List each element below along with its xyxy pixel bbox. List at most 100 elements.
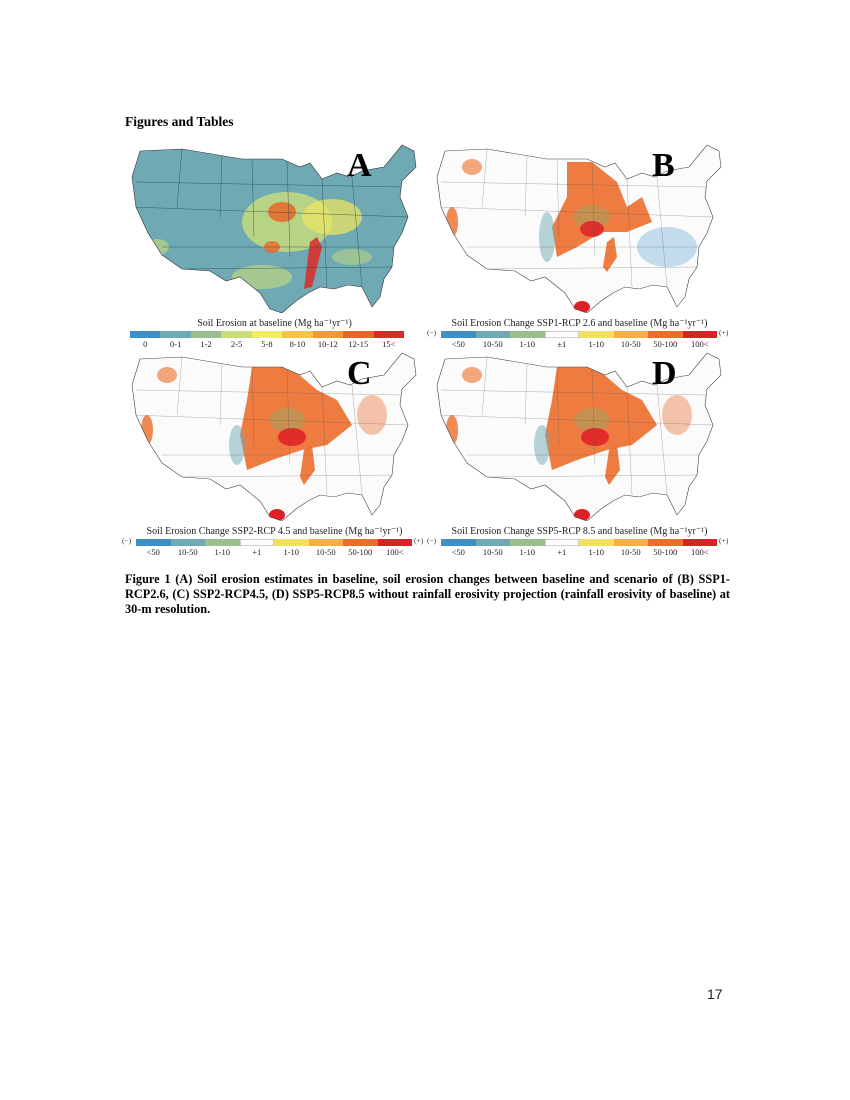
us-map-change-ssp5 — [436, 352, 722, 521]
legend-tick-label: <50 — [451, 339, 465, 349]
legend-swatch — [648, 539, 683, 546]
legend-title-d: Soil Erosion Change SSP5-RCP 8.5 and bas… — [451, 526, 708, 537]
legend-tick-label: 12-15 — [348, 339, 369, 349]
legend-tick-label: 50-100 — [653, 547, 678, 557]
legend-tick-label: 8-10 — [289, 339, 306, 349]
page-number: 17 — [707, 986, 723, 1002]
legend-d: Soil Erosion Change SSP5-RCP 8.5 and bas… — [427, 526, 732, 564]
legend-ticks-c: <50 10-50 1-10 +1 1-10 10-50 50-100 100< — [136, 547, 412, 557]
legend-swatch — [544, 331, 579, 338]
legend-colorbar-c — [136, 539, 412, 546]
legend-swatch — [221, 331, 252, 338]
legend-tick-label: 1-2 — [200, 339, 212, 349]
legend-swatch — [648, 331, 683, 338]
map-panel-b: B — [427, 137, 732, 313]
us-map-change-ssp1 — [436, 144, 722, 313]
legend-swatch — [308, 539, 343, 546]
legend-swatch — [441, 331, 476, 338]
legend-positive-mark-d: (+) — [719, 536, 729, 545]
legend-tick-label: +1 — [557, 547, 567, 557]
panel-label-d: D — [652, 355, 677, 392]
legend-swatch — [205, 539, 240, 546]
legend-tick-label: 10-12 — [317, 339, 338, 349]
legend-tick-label: 100< — [690, 339, 709, 349]
legend-tick-label: 100< — [385, 547, 404, 557]
legend-tick-label: 10-50 — [482, 547, 503, 557]
legend-swatch — [441, 539, 476, 546]
legend-tick-label: 10-50 — [620, 339, 641, 349]
legend-tick-label: 1-10 — [519, 547, 536, 557]
legend-ticks-d: <50 10-50 1-10 +1 1-10 10-50 50-100 100< — [441, 547, 717, 557]
legend-swatch — [130, 331, 161, 338]
legend-tick-label: 5-8 — [261, 339, 273, 349]
legend-tick-label: 50-100 — [653, 339, 678, 349]
legend-title-b: Soil Erosion Change SSP1-RCP 2.6 and bas… — [451, 318, 708, 329]
legend-swatch — [282, 331, 313, 338]
legend-tick-label: 10-50 — [482, 339, 503, 349]
legend-swatch — [251, 331, 283, 338]
legend-colorbar-a — [130, 331, 404, 338]
legend-positive-mark-c: (+) — [414, 536, 424, 545]
legend-swatch — [377, 539, 412, 546]
legend-swatch — [682, 539, 717, 546]
legend-swatch — [544, 539, 579, 546]
legend-tick-label: 0 — [143, 339, 148, 349]
legend-tick-label: 10-50 — [315, 547, 336, 557]
legend-swatch — [613, 539, 648, 546]
legend-swatch — [475, 331, 510, 338]
map-panel-a: A — [122, 137, 427, 313]
figure-caption: Figure 1 (A) Soil erosion estimates in b… — [125, 572, 730, 616]
legend-tick-label: 2-5 — [230, 339, 243, 349]
legend-swatch — [343, 539, 378, 546]
legend-tick-label: 100< — [690, 547, 709, 557]
panel-label-c: C — [347, 355, 372, 392]
legend-ticks-a: 0 0-1 1-2 2-5 5-8 8-10 10-12 12-15 15< — [130, 339, 404, 349]
legend-negative-mark-b: (−) — [427, 328, 437, 337]
legend-tick-label: 1-10 — [283, 547, 300, 557]
legend-swatch — [510, 331, 545, 338]
legend-tick-label: <50 — [451, 547, 465, 557]
legend-colorbar-b — [441, 331, 717, 338]
legend-negative-mark-c: (−) — [122, 536, 132, 545]
legend-swatch — [239, 539, 274, 546]
legend-swatch — [136, 539, 171, 546]
legend-swatch — [613, 331, 648, 338]
legend-ticks-b: <50 10-50 1-10 ±1 1-10 10-50 50-100 100< — [441, 339, 717, 349]
legend-tick-label: 1-10 — [214, 547, 231, 557]
legend-tick-label: 1-10 — [519, 339, 536, 349]
legend-tick-label: 50-100 — [348, 547, 373, 557]
legend-swatch — [373, 331, 404, 338]
legend-tick-label: 10-50 — [177, 547, 198, 557]
legend-swatch — [475, 539, 510, 546]
legend-swatch — [160, 331, 191, 338]
legend-swatch — [170, 539, 205, 546]
panel-label-a: A — [347, 147, 372, 184]
legend-title-a: Soil Erosion at baseline (Mg ha⁻¹yr⁻¹) — [197, 318, 352, 329]
legend-tick-label: 1-10 — [588, 339, 605, 349]
legend-swatch — [312, 331, 344, 338]
legend-b: Soil Erosion Change SSP1-RCP 2.6 and bas… — [427, 318, 732, 356]
legend-swatch — [190, 331, 222, 338]
map-panel-c: C — [122, 345, 427, 521]
legend-tick-label: <50 — [146, 547, 160, 557]
legend-swatch — [579, 331, 614, 338]
legend-swatch — [343, 331, 374, 338]
legend-tick-label: 15< — [382, 339, 396, 349]
legend-swatch — [510, 539, 545, 546]
legend-tick-label: +1 — [252, 547, 262, 557]
legend-swatch — [579, 539, 614, 546]
legend-positive-mark-b: (+) — [719, 328, 729, 337]
legend-tick-label: ±1 — [557, 339, 567, 349]
legend-c: Soil Erosion Change SSP2-RCP 4.5 and bas… — [122, 526, 427, 564]
legend-colorbar-d — [441, 539, 717, 546]
legend-tick-label: 10-50 — [620, 547, 641, 557]
us-map-change-ssp2 — [131, 352, 417, 521]
legend-title-c: Soil Erosion Change SSP2-RCP 4.5 and bas… — [146, 526, 403, 537]
map-panel-d: D — [427, 345, 732, 521]
legend-negative-mark-d: (−) — [427, 536, 437, 545]
legend-swatch — [682, 331, 717, 338]
panel-label-b: B — [652, 147, 675, 184]
legend-a: Soil Erosion at baseline (Mg ha⁻¹yr⁻¹) 0… — [122, 318, 427, 356]
us-map-baseline — [131, 144, 417, 313]
legend-tick-label: 1-10 — [588, 547, 605, 557]
